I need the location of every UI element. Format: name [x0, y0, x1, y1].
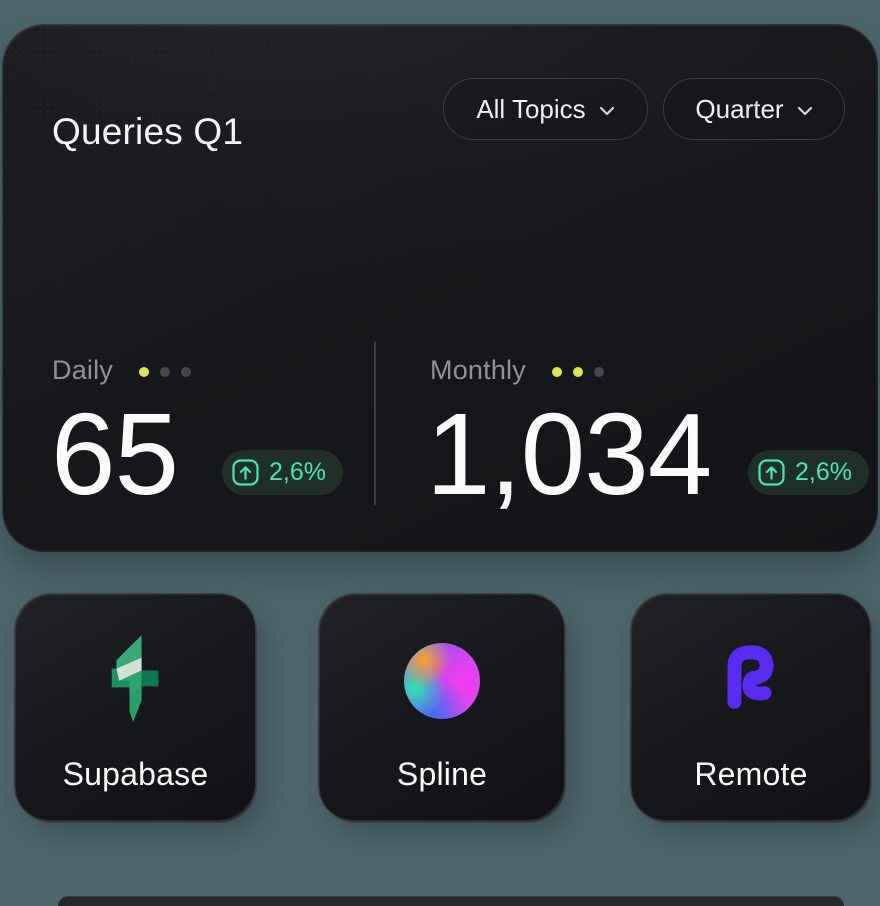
page-title: Queries Q1	[52, 110, 244, 152]
quarter-dropdown-label: Quarter	[695, 93, 784, 124]
monthly-stat-value: 1,034	[426, 389, 712, 519]
spline-gradient-sphere-icon	[404, 643, 480, 719]
trend-dot	[593, 367, 604, 377]
app-card-label: Supabase	[62, 756, 209, 792]
monthly-stat-header: Monthly	[430, 355, 604, 386]
trend-dot	[181, 367, 192, 377]
monthly-change-badge: 2,6%	[748, 450, 869, 495]
daily-change-badge: 2,6%	[222, 450, 343, 495]
quarter-dropdown[interactable]: Quarter	[663, 78, 845, 140]
app-card-supabase[interactable]: Supabase	[14, 593, 257, 823]
monthly-change-value: 2,6%	[795, 458, 852, 486]
queries-stats-card: Queries Q1 All Topics Quarter Daily 65	[2, 24, 878, 552]
chevron-down-icon	[797, 106, 813, 116]
trend-dot	[160, 367, 171, 377]
trend-dot	[572, 367, 583, 377]
app-card-label: Spline	[396, 756, 488, 792]
trend-dot	[139, 367, 150, 377]
chevron-down-icon	[599, 106, 615, 116]
trend-dots	[551, 367, 604, 377]
daily-stat-label: Daily	[52, 355, 114, 385]
daily-stat-value: 65	[51, 389, 179, 519]
daily-change-value: 2,6%	[269, 458, 326, 486]
supabase-bolt-icon	[108, 631, 164, 725]
trend-dots	[139, 367, 192, 377]
app-card-spline[interactable]: Spline	[318, 593, 566, 823]
monthly-stat-label: Monthly	[430, 355, 526, 385]
all-topics-dropdown-label: All Topics	[476, 93, 586, 124]
arrow-up-icon	[232, 459, 259, 486]
stats-divider	[374, 341, 376, 505]
app-card-label: Remote	[694, 756, 808, 792]
next-card-top-edge	[58, 896, 844, 906]
arrow-up-icon	[758, 459, 785, 486]
daily-stat-header: Daily	[52, 355, 192, 386]
trend-dot	[551, 367, 562, 377]
app-card-remote[interactable]: Remote	[630, 593, 872, 823]
remote-r-icon	[726, 645, 776, 709]
all-topics-dropdown[interactable]: All Topics	[443, 78, 648, 140]
